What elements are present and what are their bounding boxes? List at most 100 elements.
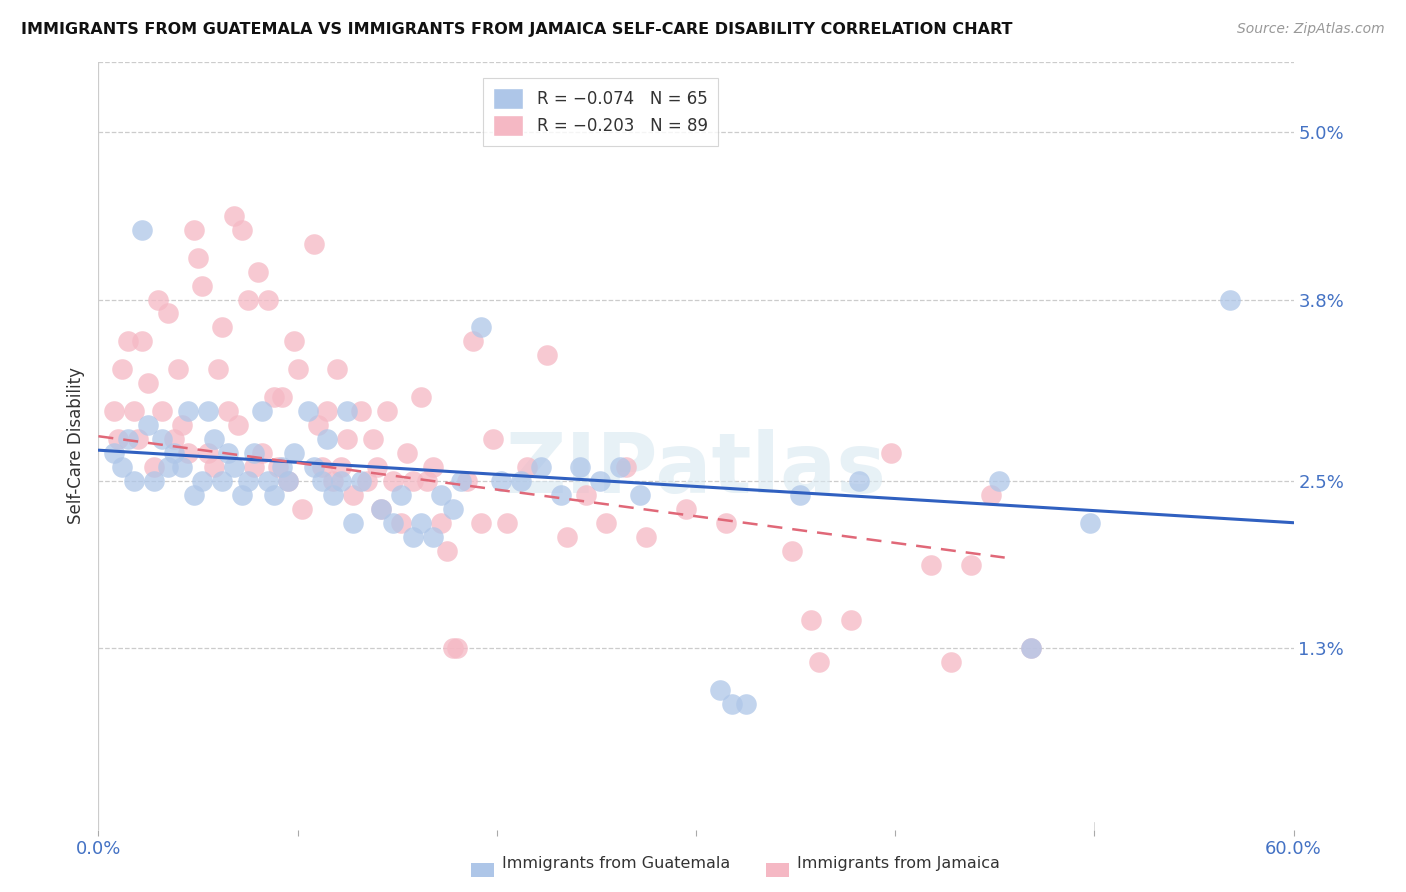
Point [250, 404, 273, 418]
Point [709, 683, 731, 698]
Point [489, 474, 512, 488]
Point [148, 293, 170, 307]
Point [222, 209, 245, 223]
Point [589, 474, 612, 488]
Point [987, 474, 1010, 488]
Point [177, 446, 200, 460]
Point [411, 516, 433, 530]
Point [136, 418, 159, 433]
Point [117, 334, 139, 349]
Point [316, 432, 339, 446]
Point [263, 488, 285, 502]
Point [191, 474, 214, 488]
Point [675, 501, 697, 516]
Point [1219, 293, 1241, 307]
Point [172, 459, 194, 474]
Point [848, 474, 870, 488]
Point [430, 488, 453, 502]
Point [446, 641, 468, 656]
Point [316, 404, 339, 418]
Point [960, 558, 983, 572]
Y-axis label: Self-Care Disability: Self-Care Disability [67, 368, 86, 524]
Point [287, 362, 309, 376]
Point [516, 459, 538, 474]
Point [411, 390, 433, 404]
Point [980, 488, 1002, 502]
Point [721, 697, 744, 711]
Point [939, 655, 962, 669]
Point [117, 432, 139, 446]
Point [550, 488, 572, 502]
Point [243, 459, 266, 474]
Point [277, 474, 299, 488]
Point [291, 501, 314, 516]
Point [330, 474, 353, 488]
Point [236, 293, 259, 307]
Point [211, 474, 233, 488]
Point [167, 362, 190, 376]
Point [131, 223, 153, 237]
Point [124, 474, 146, 488]
Point [270, 390, 292, 404]
Point [217, 446, 239, 460]
Point [163, 432, 186, 446]
Point [389, 516, 412, 530]
Point [250, 446, 273, 460]
Point [366, 459, 388, 474]
Point [880, 446, 903, 460]
Point [396, 446, 419, 460]
Point [330, 459, 353, 474]
Point [430, 516, 453, 530]
Legend: R = −0.074   N = 65, R = −0.203   N = 89: R = −0.074 N = 65, R = −0.203 N = 89 [484, 78, 717, 145]
Point [226, 418, 249, 433]
Point [569, 459, 592, 474]
Point [183, 223, 205, 237]
Point [183, 488, 205, 502]
Point [636, 530, 658, 544]
Point [157, 459, 180, 474]
Point [800, 613, 823, 627]
Point [789, 488, 811, 502]
Point [555, 530, 578, 544]
Point [302, 236, 325, 251]
Point [609, 459, 631, 474]
Point [382, 474, 405, 488]
Point [509, 474, 531, 488]
Text: ZIPatlas: ZIPatlas [506, 428, 886, 509]
Point [495, 516, 517, 530]
Text: IMMIGRANTS FROM GUATEMALA VS IMMIGRANTS FROM JAMAICA SELF-CARE DISABILITY CORREL: IMMIGRANTS FROM GUATEMALA VS IMMIGRANTS … [21, 22, 1012, 37]
Point [270, 459, 292, 474]
Point [422, 530, 444, 544]
Point [143, 459, 166, 474]
Point [111, 362, 134, 376]
Point [350, 404, 373, 418]
Point [530, 459, 553, 474]
Point [470, 320, 492, 334]
Point [197, 404, 219, 418]
Point [326, 362, 349, 376]
Point [450, 474, 472, 488]
Point [243, 446, 266, 460]
Point [402, 474, 425, 488]
Point [1080, 516, 1102, 530]
Point [342, 488, 364, 502]
Text: Immigrants from Guatemala: Immigrants from Guatemala [502, 855, 730, 871]
Point [207, 362, 229, 376]
Point [277, 474, 299, 488]
Point [256, 474, 278, 488]
Point [441, 641, 464, 656]
Point [342, 516, 364, 530]
Point [163, 446, 186, 460]
Point [231, 223, 253, 237]
Text: Source: ZipAtlas.com: Source: ZipAtlas.com [1237, 22, 1385, 37]
Point [297, 404, 319, 418]
Point [841, 613, 863, 627]
Point [595, 516, 617, 530]
Point [136, 376, 159, 391]
Point [150, 404, 173, 418]
Point [482, 432, 505, 446]
Point [382, 516, 405, 530]
Point [614, 459, 637, 474]
Point [370, 501, 392, 516]
Point [536, 348, 558, 362]
